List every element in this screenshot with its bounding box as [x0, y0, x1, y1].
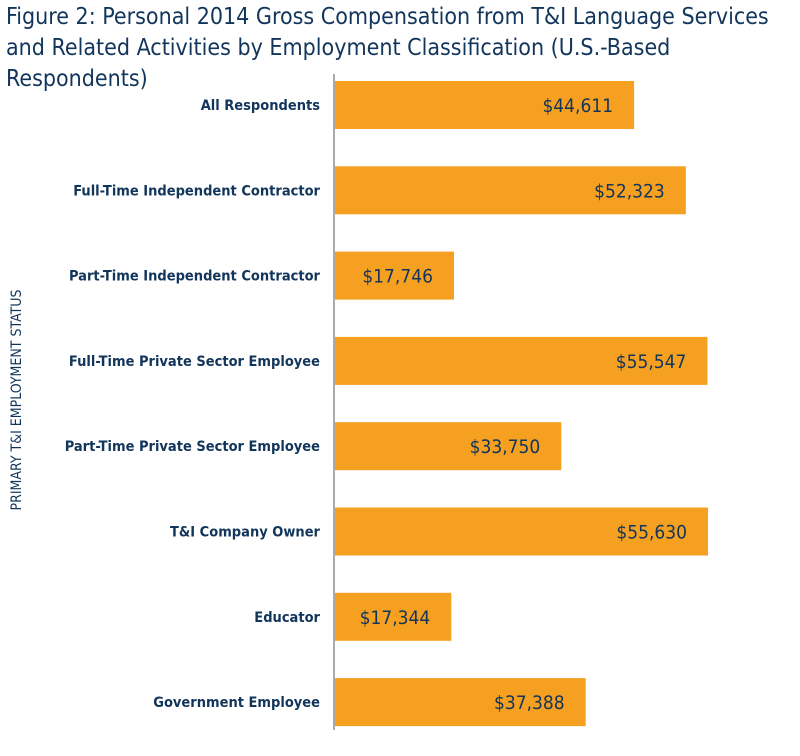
value-label: $17,344 [360, 607, 431, 629]
category-label: Government Employee [153, 695, 320, 711]
category-label: Part-Time Independent Contractor [69, 269, 321, 285]
chart-title: Figure 2: Personal 2014 Gross Compensati… [6, 4, 769, 92]
bar [335, 592, 452, 641]
category-label: Full-Time Private Sector Employee [69, 354, 320, 370]
category-label: All Respondents [201, 98, 321, 114]
value-label: $55,547 [616, 351, 687, 373]
value-label: $37,388 [494, 692, 565, 714]
value-label: $33,750 [470, 436, 541, 458]
category-label: Educator [254, 610, 320, 626]
value-label: $44,611 [542, 95, 613, 117]
category-label: Full-Time Independent Contractor [73, 183, 320, 199]
bar [335, 166, 686, 215]
bar [335, 507, 709, 556]
value-label: $55,630 [616, 522, 687, 544]
y-axis-title: PRIMARY T&I EMPLOYMENT STATUS [9, 289, 25, 510]
value-label: $52,323 [594, 180, 665, 202]
category-label: Part-Time Private Sector Employee [65, 439, 320, 455]
bars-group: All Respondents $44,611 Full-Time Independ… [65, 81, 709, 727]
bar [335, 336, 708, 385]
value-label: $17,746 [362, 266, 433, 288]
bar [335, 422, 562, 471]
category-label: T&I Company Owner [170, 525, 321, 541]
bar [335, 81, 635, 129]
bar [335, 678, 586, 727]
bar [335, 251, 454, 300]
